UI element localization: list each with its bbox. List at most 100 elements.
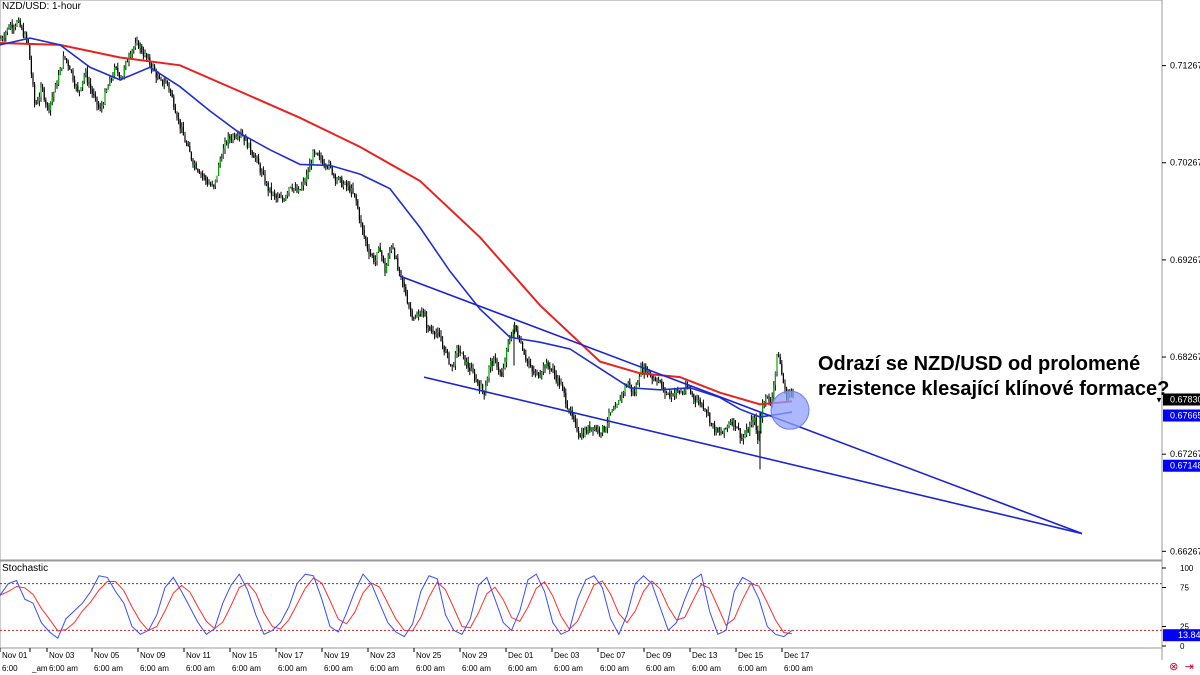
candle: [670, 390, 672, 402]
candle-body: [114, 67, 116, 77]
stochastic-current-box: [1163, 629, 1200, 642]
candle: [451, 364, 453, 372]
trendlines[interactable]: [399, 275, 1083, 535]
y-tick-label: 0.67267: [1170, 449, 1200, 459]
candle-body: [494, 358, 496, 360]
candle: [66, 58, 68, 64]
price-label-text: 0.67830: [1170, 394, 1200, 404]
candle: [77, 82, 79, 93]
candle: [213, 184, 215, 190]
candle: [741, 433, 743, 442]
candle-body: [698, 399, 700, 401]
candle-body: [322, 159, 324, 164]
candle-body: [269, 187, 271, 191]
candle: [250, 139, 252, 155]
price-axis[interactable]: 0.71267 0.70267 0.69267 0.68267 0.67267 0.662…: [1155, 61, 1200, 651]
candle: [422, 308, 424, 318]
candle: [6, 27, 8, 36]
candle: [594, 425, 596, 432]
candle: [744, 430, 746, 439]
candle-body: [264, 173, 266, 184]
candle: [429, 325, 431, 332]
candle: [322, 155, 324, 165]
candle-body: [653, 378, 655, 380]
x-tick-date: Dec 07: [600, 651, 626, 660]
candle: [342, 180, 344, 190]
candle-body: [155, 70, 157, 78]
candle-body: [573, 416, 575, 419]
candle-body: [358, 208, 360, 220]
candle-body: [682, 392, 684, 394]
candle: [582, 427, 584, 439]
candle-body: [474, 372, 476, 380]
candle: [755, 413, 757, 434]
candle: [541, 370, 543, 380]
candle-body: [629, 382, 631, 385]
candle: [110, 77, 112, 83]
candle: [138, 40, 140, 49]
candle-body: [482, 384, 484, 391]
candle: [291, 183, 293, 192]
x-tick-time: 6:00 am: [784, 664, 813, 673]
stochastic-current-text: 13.84: [1178, 630, 1200, 640]
candle-body: [203, 175, 205, 177]
candle-body: [550, 368, 552, 370]
moving-average-blue: [0, 37, 793, 418]
candle-body: [672, 393, 674, 396]
candle-body: [752, 419, 754, 423]
candle-body: [514, 325, 516, 330]
candle-body: [526, 359, 528, 362]
candle-body: [213, 184, 215, 187]
candle-body: [728, 423, 730, 426]
candle: [610, 411, 612, 416]
candle-body: [542, 365, 544, 373]
candle-body: [610, 412, 612, 414]
candle: [720, 427, 722, 436]
candle-body: [549, 366, 551, 369]
candle-body: [512, 329, 514, 338]
candle-body: [176, 113, 178, 119]
candle-body: [360, 219, 362, 224]
candle-body: [75, 85, 77, 87]
candle: [547, 360, 549, 370]
candle-body: [130, 53, 132, 57]
candle-body: [357, 200, 359, 209]
candle: [125, 60, 127, 71]
link-icon[interactable]: ⊗: [1169, 660, 1179, 673]
candle-body: [702, 403, 704, 409]
arrow-right-icon[interactable]: ⇥: [1184, 660, 1194, 673]
candle-body: [373, 255, 375, 262]
candle: [142, 46, 144, 60]
x-tick-time: 6:00 am: [140, 664, 169, 673]
x-tick-date: Nov 15: [232, 651, 258, 660]
candle: [630, 384, 632, 397]
candle: [2, 35, 4, 42]
candle: [339, 176, 341, 183]
candle-body: [582, 432, 584, 437]
candle: [557, 374, 559, 387]
candle: [211, 180, 213, 187]
candle-body: [157, 76, 159, 78]
candle: [117, 62, 119, 77]
candle-body: [520, 341, 522, 343]
y-tick-label: 0.70267: [1170, 158, 1200, 168]
candle-body: [150, 64, 152, 69]
candle: [285, 194, 287, 202]
candle: [602, 425, 604, 437]
candle: [165, 77, 167, 84]
candle-body: [677, 389, 679, 391]
candle-body: [722, 433, 724, 435]
candle: [693, 393, 695, 405]
candle-body: [611, 410, 613, 413]
candle-body: [510, 337, 512, 340]
candle-body: [699, 399, 701, 405]
x-tick-date: Nov 11: [186, 651, 211, 660]
candle-body: [6, 28, 8, 33]
candle-body: [83, 75, 85, 81]
candle: [723, 428, 725, 438]
candle: [35, 99, 37, 106]
candle-body: [602, 425, 604, 433]
candle-body: [101, 105, 103, 109]
